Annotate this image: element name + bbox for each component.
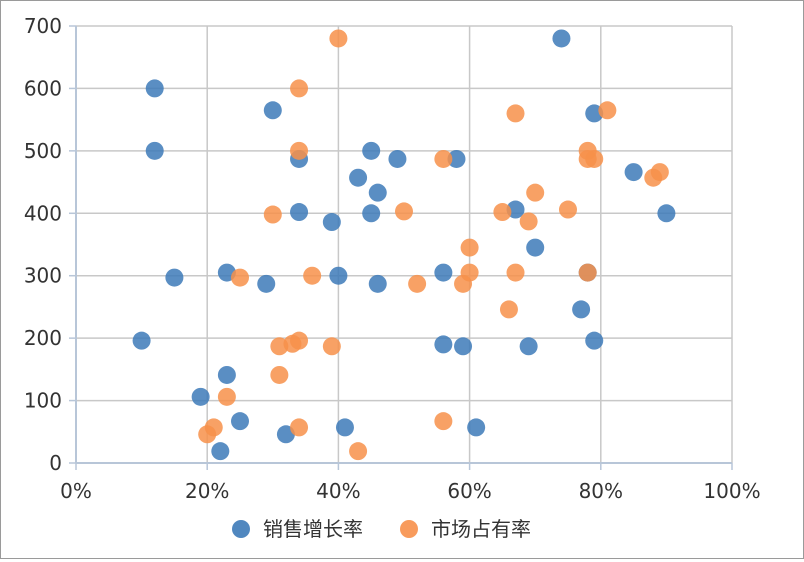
data-point [388,149,407,168]
data-point [270,365,289,384]
data-point [526,238,545,257]
data-point [506,104,525,123]
data-point [257,274,276,293]
plot-area [132,29,676,461]
y-tick-label: 0 [49,451,62,475]
data-point [447,149,466,168]
data-point [211,442,230,461]
data-point [519,212,538,231]
data-point [499,300,518,319]
data-point [290,141,309,160]
y-tick-label: 500 [24,139,62,163]
data-point [454,337,473,356]
data-point [231,412,249,431]
x-tick-label: 60% [447,479,491,503]
data-point [460,238,479,257]
data-point [506,263,525,282]
data-point [290,418,309,437]
legend-label: 销售增长率 [263,517,363,541]
data-point [368,183,387,202]
data-point [578,149,597,168]
data-point [191,387,210,406]
data-point [349,168,368,187]
y-tick-label: 700 [24,14,62,38]
data-point [657,204,676,223]
data-point [559,200,577,219]
data-point [585,331,604,350]
data-point [217,365,236,384]
x-tick-label: 100% [703,479,760,503]
data-point [204,418,223,437]
y-tick-label: 100 [24,389,62,413]
data-point [467,418,486,437]
data-point [335,418,354,437]
data-point [217,387,236,406]
data-point [329,266,348,285]
data-point [263,101,282,120]
data-point [349,442,368,461]
data-point [132,331,151,350]
data-point [322,337,341,356]
y-tick-label: 600 [24,76,62,100]
x-tick-label: 80% [579,479,623,503]
data-point [519,337,538,356]
data-point [329,29,348,48]
data-point [460,263,479,282]
data-point [598,101,617,120]
y-tick-label: 200 [24,326,62,350]
y-tick-label: 300 [24,264,62,288]
data-point [493,203,512,222]
data-point [290,79,309,98]
data-point [145,79,164,98]
data-point [434,412,453,431]
y-tick-label: 400 [24,201,62,225]
data-point [408,274,427,293]
series-1 [132,29,676,461]
data-point [434,263,453,282]
grid [75,25,733,464]
data-point [434,335,453,354]
data-point [145,141,164,160]
legend-marker [232,520,250,538]
data-point [362,204,381,223]
data-point [526,183,545,202]
x-tick-label: 20% [185,479,229,503]
legend-marker [400,520,418,538]
x-tick-label: 0% [60,479,92,503]
legend-label: 市场占有率 [431,517,531,541]
data-point [165,268,184,287]
series-2 [198,29,669,461]
data-point [263,205,282,224]
data-point [368,274,387,293]
data-point [303,266,322,285]
data-point [290,203,309,222]
data-point [552,29,571,48]
data-point [362,141,381,160]
legend: 销售增长率 市场占有率 [232,517,531,541]
data-point [290,331,309,350]
data-point [578,263,597,282]
data-point [624,163,643,182]
data-point [231,268,249,287]
data-point [434,149,453,168]
data-point [322,213,341,232]
data-point [395,202,413,221]
data-point [572,300,591,319]
x-tick-label: 40% [316,479,360,503]
data-point [650,163,669,182]
axes: 0% 20% 40% 60% 80% 100% 0 100 200 300 400 500 600 700 [24,14,761,503]
